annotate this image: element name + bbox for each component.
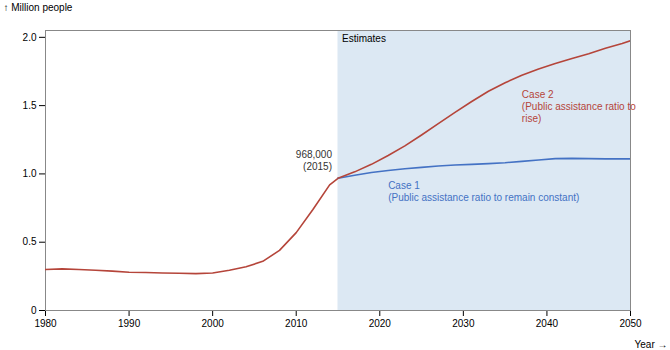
svg-text:↑ Million people: ↑ Million people — [4, 2, 73, 13]
svg-text:2030: 2030 — [452, 318, 475, 329]
svg-text:2010: 2010 — [285, 318, 308, 329]
svg-text:968,000(2015): 968,000(2015) — [296, 149, 333, 172]
svg-text:0: 0 — [31, 305, 37, 316]
svg-text:Case 1(Public assistance ratio: Case 1(Public assistance ratio to remain… — [388, 180, 579, 203]
svg-text:2.0: 2.0 — [23, 32, 37, 43]
svg-text:Case 2(Public assistance ratio: Case 2(Public assistance ratio torise) — [522, 89, 636, 124]
svg-text:0.5: 0.5 — [23, 236, 37, 247]
svg-text:1.5: 1.5 — [23, 100, 37, 111]
svg-text:2020: 2020 — [369, 318, 392, 329]
svg-text:1.0: 1.0 — [23, 168, 37, 179]
svg-text:1980: 1980 — [34, 318, 57, 329]
svg-text:Estimates: Estimates — [342, 33, 386, 44]
svg-text:1990: 1990 — [118, 318, 141, 329]
svg-text:2040: 2040 — [536, 318, 559, 329]
svg-text:2050: 2050 — [619, 318, 642, 329]
svg-text:2000: 2000 — [202, 318, 225, 329]
svg-text:Year →: Year → — [635, 339, 668, 350]
